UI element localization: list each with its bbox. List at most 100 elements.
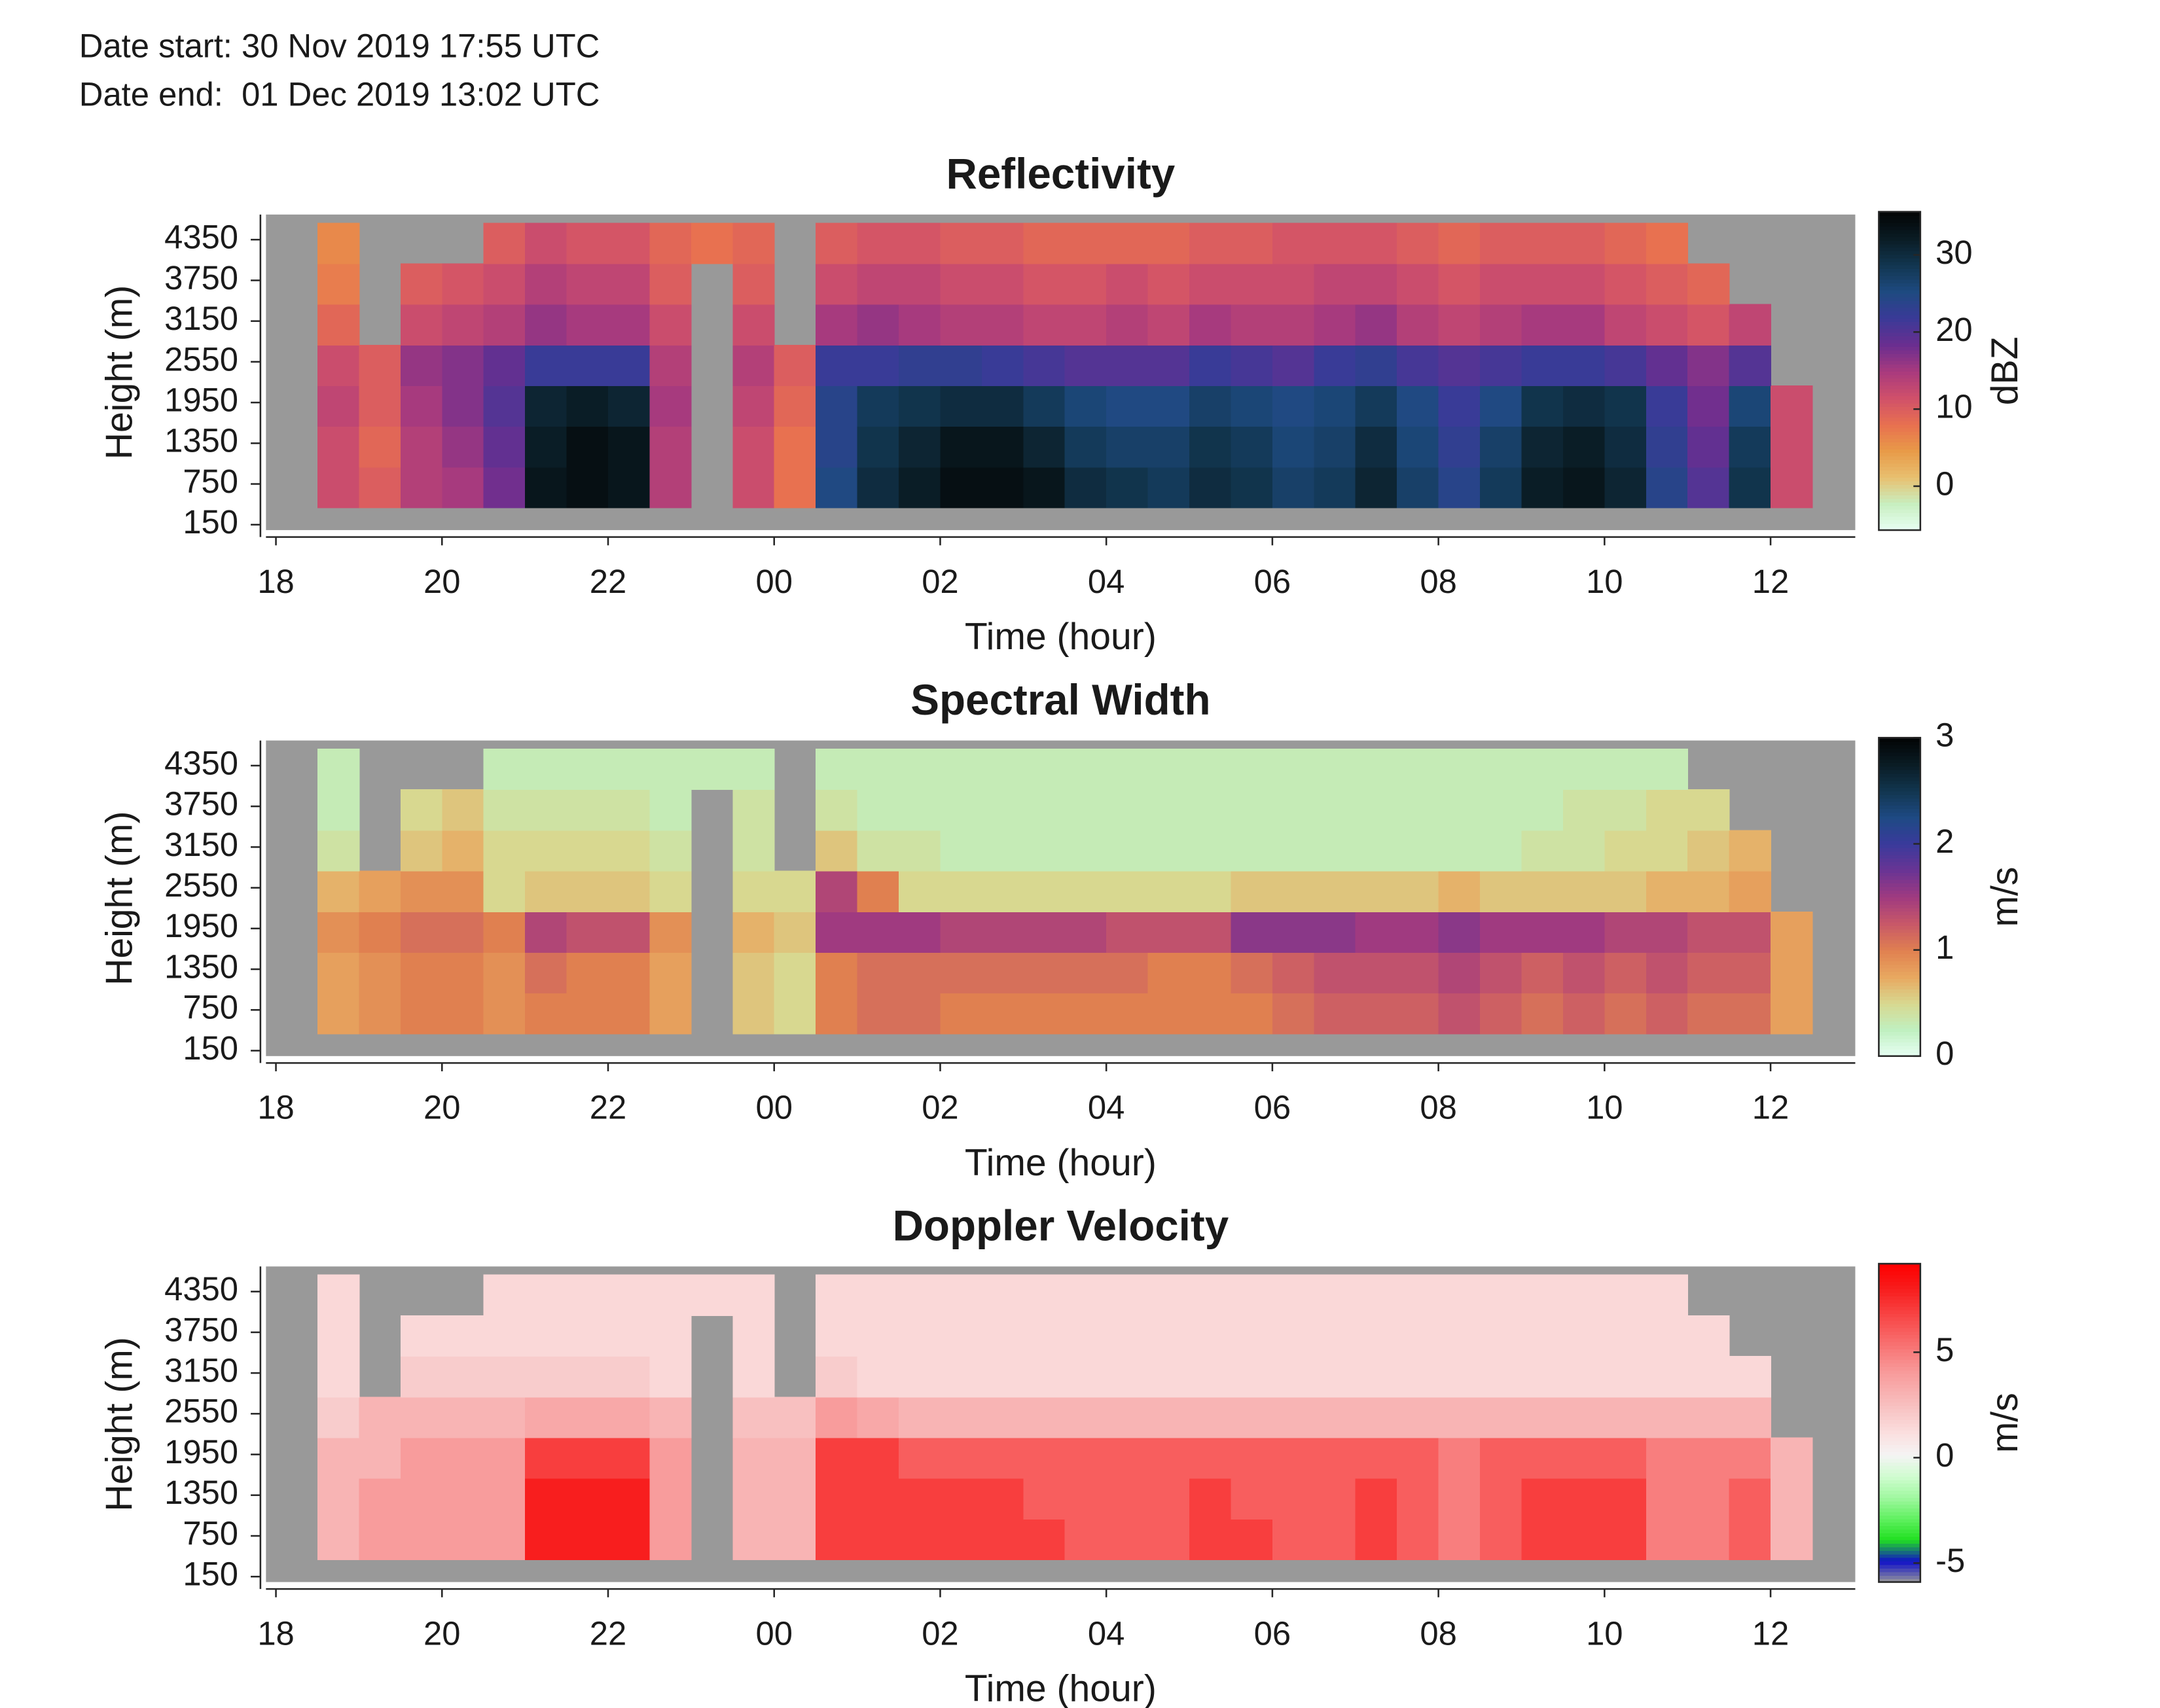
heatmap-cell (649, 467, 692, 508)
colorbar-strip (1879, 1557, 1920, 1562)
colorbar-strip (1879, 776, 1920, 781)
heatmap-cell (400, 1315, 443, 1357)
heatmap-cell (1604, 1478, 1647, 1520)
heatmap-cell (483, 1437, 526, 1479)
colorbar-strip (1879, 367, 1920, 372)
heatmap-cell (1314, 830, 1356, 872)
heatmap-cell (1272, 993, 1315, 1035)
colorbar-strip (1879, 1550, 1920, 1555)
heatmap-cell (1189, 952, 1232, 994)
heatmap-cell (566, 1315, 609, 1357)
heatmap-cell (732, 1437, 775, 1479)
colorbar-strip (1879, 332, 1920, 336)
heatmap-cell (1272, 1356, 1315, 1398)
colorbar-strip (1879, 399, 1920, 404)
y-tick-label: 750 (183, 989, 238, 1026)
heatmap-cell (1521, 1397, 1564, 1438)
heatmap-cell (483, 1274, 526, 1316)
colorbar-strip (1879, 833, 1920, 838)
colorbar-strip (1879, 427, 1920, 432)
colorbar-strip (1879, 1501, 1920, 1505)
heatmap-cell (1687, 1437, 1730, 1479)
heatmap-cell (525, 1478, 567, 1520)
heatmap-cell (1397, 1274, 1439, 1316)
colorbar (1879, 211, 1920, 531)
x-tick-label: 06 (1254, 563, 1291, 600)
heatmap-cell (649, 1397, 692, 1438)
heatmap-cell (608, 426, 651, 468)
heatmap-cell (1314, 1356, 1356, 1398)
colorbar-strip (1879, 1323, 1920, 1328)
colorbar-strip (1879, 1430, 1920, 1434)
heatmap-cell (1604, 911, 1647, 953)
colorbar-strip (1879, 1454, 1920, 1459)
colorbar-strip (1879, 289, 1920, 294)
heatmap-cell (1687, 1478, 1730, 1520)
x-tick-label: 04 (1088, 1089, 1125, 1126)
heatmap-cell (1064, 830, 1107, 872)
colorbar-strip (1879, 1309, 1920, 1314)
heatmap-cell (1355, 222, 1398, 264)
heatmap-cell (732, 1274, 775, 1316)
heatmap-cell (732, 304, 775, 346)
colorbar-strip (1879, 936, 1920, 940)
colorbar-strip (1879, 826, 1920, 830)
heatmap-cell (1023, 1397, 1066, 1438)
x-tick-label: 12 (1752, 563, 1789, 600)
heatmap-cell (981, 344, 1024, 387)
colorbar-strip (1879, 236, 1920, 241)
heatmap-cell (1314, 304, 1356, 346)
heatmap-cell (483, 385, 526, 427)
y-tick-label: 3150 (164, 826, 238, 863)
heatmap-cell (1562, 1356, 1606, 1398)
heatmap-cell (1687, 1519, 1730, 1561)
heatmap-cell (899, 1274, 941, 1316)
y-axis-label: Height (m) (98, 811, 140, 985)
colorbar-strip (1879, 1514, 1920, 1520)
colorbar-strip (1879, 911, 1920, 916)
heatmap-cell (317, 344, 360, 387)
heatmap-cell (1397, 749, 1439, 791)
heatmap-cell (1231, 1315, 1273, 1357)
heatmap-cell (400, 1356, 443, 1398)
heatmap-cell (566, 263, 609, 305)
heatmap-cell (442, 1478, 484, 1520)
heatmap-cell (566, 1274, 609, 1316)
colorbar-strip (1879, 741, 1920, 746)
heatmap-cell (816, 304, 858, 346)
colorbar-strip (1879, 466, 1920, 471)
heatmap-cell (525, 1315, 567, 1357)
heatmap-cell (1604, 467, 1647, 508)
colorbar-strip (1879, 1285, 1920, 1289)
heatmap-cell (940, 1315, 982, 1357)
heatmap-cell (1314, 870, 1356, 912)
heatmap-cell (1106, 1397, 1149, 1438)
colorbar-strip (1879, 314, 1920, 319)
heatmap-cell (774, 993, 816, 1035)
heatmap-cell (1397, 1437, 1439, 1479)
colorbar-strip (1879, 233, 1920, 238)
heatmap-cell (1231, 830, 1273, 872)
colorbar-strip (1879, 342, 1920, 347)
heatmap-cell (1064, 1478, 1107, 1520)
heatmap-cell (649, 952, 692, 994)
heatmap-cell (1646, 263, 1689, 305)
colorbar-strip (1879, 1543, 1920, 1548)
colorbar-strip (1879, 215, 1920, 220)
heatmap-cell (1604, 344, 1647, 387)
heatmap-cell (1646, 222, 1689, 264)
colorbar-strip (1879, 982, 1920, 986)
y-tick-label: 2550 (164, 1393, 238, 1430)
heatmap-cell (1355, 467, 1398, 508)
x-tick-label: 06 (1254, 1089, 1291, 1126)
colorbar-strip (1879, 1338, 1920, 1343)
colorbar-strip (1879, 1412, 1920, 1417)
heatmap-cell (899, 870, 941, 912)
heatmap-cell (1355, 789, 1398, 831)
heatmap-cell (1562, 222, 1606, 264)
colorbar-strip (1879, 751, 1920, 756)
heatmap-cell (649, 830, 692, 872)
x-tick-label: 18 (257, 1089, 294, 1126)
heatmap-cell (1729, 911, 1771, 953)
heatmap-cell (649, 1478, 692, 1520)
